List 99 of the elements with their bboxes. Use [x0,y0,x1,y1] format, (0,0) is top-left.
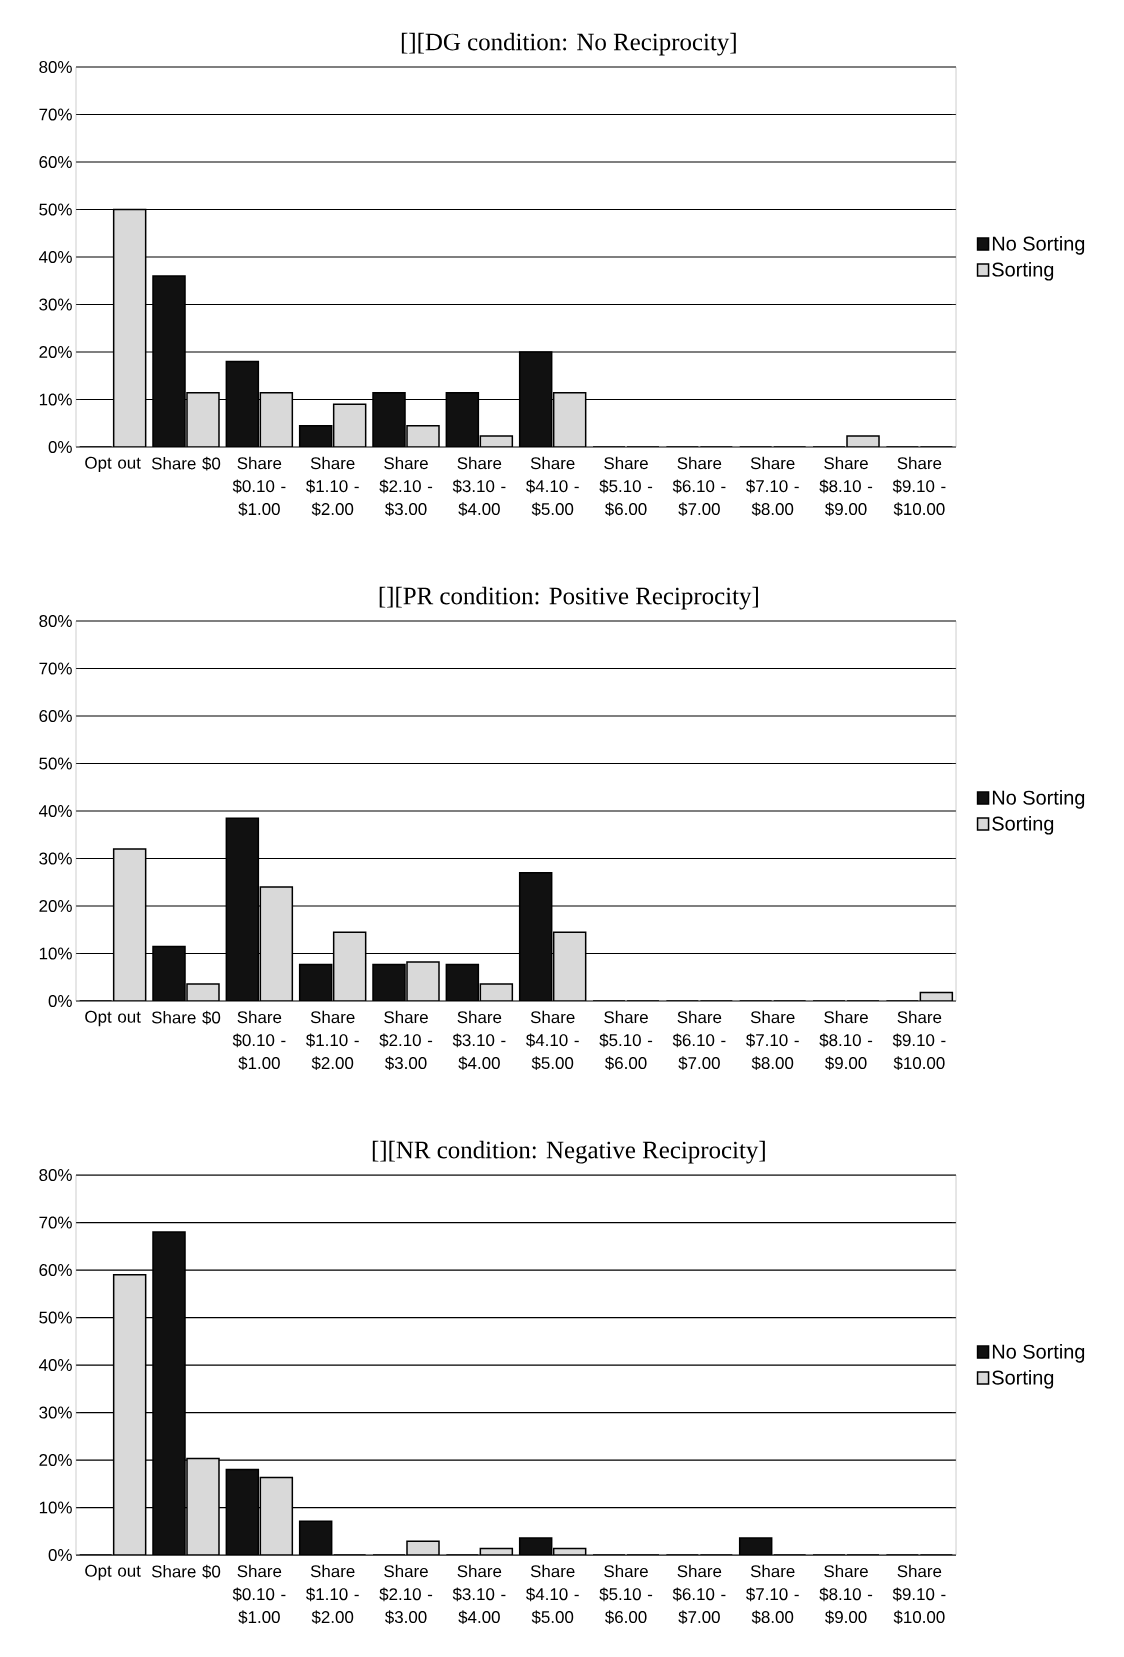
x-tick-label: Opt out [85,1564,141,1581]
x-tick-label: Share $5.10 - $6.00 [599,1010,653,1071]
bar [226,818,259,1002]
bar [446,392,479,448]
bar [553,932,586,1002]
chart-title: [][DG condition: No Reciprocity] [401,32,736,56]
y-tick-label: 50% [39,203,72,216]
x-tick-label: Share $8.10 - $9.00 [819,1010,873,1071]
x-tick-label: Share $9.10 - $10.00 [892,1564,946,1625]
x-tick-label: Opt out [85,1010,141,1027]
y-tick-label: 40% [38,805,72,818]
x-tick-label: Share $2.10 - $3.00 [379,1564,433,1625]
x-tick-label: Share $6.10 - $7.00 [672,456,726,517]
bar [260,1477,293,1556]
x-tick-label: Share $3.10 - $4.00 [452,1564,506,1625]
x-tick-label: Share $8.10 - $9.00 [819,1564,873,1625]
x-tick-label: Share $4.10 - $5.00 [526,456,579,517]
bar [226,361,259,448]
bar [187,392,219,448]
bar [153,1232,186,1556]
y-tick-label: 60% [39,710,72,723]
y-tick-label: 80% [39,61,72,74]
x-tick-label: Share $1.10 - $2.00 [306,1564,359,1625]
x-tick-label: Share $6.10 - $7.00 [672,1010,726,1071]
x-tick-label: Share $7.10 - $8.00 [746,456,799,517]
bar [299,425,332,448]
y-tick-label: 40% [38,1359,72,1372]
bar [153,276,186,448]
x-tick-label: Share $7.10 - $8.00 [746,1564,799,1625]
y-tick-label: 80% [39,615,72,628]
y-tick-label: 50% [39,1311,72,1324]
bar [226,1469,259,1556]
legend-label: Sorting [992,816,1054,835]
chart-title: [][PR condition: Positive Reciprocity] [379,586,758,610]
y-tick-label: 70% [39,662,72,675]
x-tick-label: Share $5.10 - $6.00 [599,456,653,517]
bar [519,872,552,1002]
y-tick-label: 50% [39,757,72,770]
bar [113,1274,146,1556]
y-tick-label: 20% [39,1454,72,1467]
x-tick-label: Share $2.10 - $3.00 [379,456,433,517]
x-tick-label: Share $0.10 - $1.00 [232,1564,286,1625]
bar [153,946,186,1002]
x-tick-label: Share $1.10 - $2.00 [306,1010,359,1071]
y-tick-label: 10% [39,1501,72,1514]
bar [113,209,146,448]
bar [187,1458,219,1556]
y-tick-label: 10% [39,393,72,406]
y-tick-label: 20% [39,900,72,913]
y-tick-label: 10% [39,947,72,960]
x-tick-label: Share $9.10 - $10.00 [892,456,946,517]
y-tick-label: 60% [39,1264,72,1277]
x-tick-label: Share $4.10 - $5.00 [526,1564,579,1625]
y-tick-label: 0% [48,1549,72,1562]
y-tick-label: 30% [39,298,72,311]
bar [553,392,586,448]
y-tick-label: 0% [48,995,72,1008]
bar [373,964,406,1002]
x-tick-label: Share $9.10 - $10.00 [892,1010,946,1071]
legend-label: Sorting [992,262,1054,281]
legend-label: No Sorting [992,1344,1085,1363]
x-tick-label: Share $6.10 - $7.00 [672,1564,726,1625]
bar [333,404,366,448]
x-tick-label: Share $3.10 - $4.00 [452,456,506,517]
x-tick-label: Share $0 [151,456,221,471]
y-tick-label: 40% [38,251,72,264]
bar [299,1521,332,1556]
bar [373,392,406,448]
x-tick-label: Share $5.10 - $6.00 [599,1564,653,1625]
x-tick-label: Share $0.10 - $1.00 [232,456,286,517]
x-tick-label: Share $4.10 - $5.00 [526,1010,579,1071]
y-tick-label: 20% [39,346,72,359]
y-tick-label: 70% [39,1216,72,1229]
y-tick-label: 70% [39,108,72,121]
bar [260,887,293,1002]
bar [260,392,293,448]
legend-label: Sorting [992,1370,1054,1389]
y-tick-label: 80% [39,1169,72,1182]
legend-label: No Sorting [992,236,1085,255]
x-tick-label: Opt out [85,456,141,473]
bar [519,352,552,448]
x-tick-label: Share $2.10 - $3.00 [379,1010,433,1071]
y-tick-label: 30% [39,1406,72,1419]
bar [333,932,366,1002]
y-tick-label: 0% [48,441,72,454]
legend-label: No Sorting [992,790,1085,809]
bar [446,964,479,1002]
y-tick-label: 60% [39,156,72,169]
x-tick-label: Share $7.10 - $8.00 [746,1010,799,1071]
x-tick-label: Share $0.10 - $1.00 [232,1010,286,1071]
bar [113,849,146,1002]
x-tick-label: Share $3.10 - $4.00 [452,1010,506,1071]
x-tick-label: Share $8.10 - $9.00 [819,456,873,517]
y-tick-label: 30% [39,852,72,865]
bar [299,964,332,1002]
x-tick-label: Share $0 [151,1010,221,1025]
x-tick-label: Share $0 [151,1564,221,1579]
x-tick-label: Share $1.10 - $2.00 [306,456,359,517]
chart-title: [][NR condition: Negative Reciprocity] [372,1140,765,1164]
